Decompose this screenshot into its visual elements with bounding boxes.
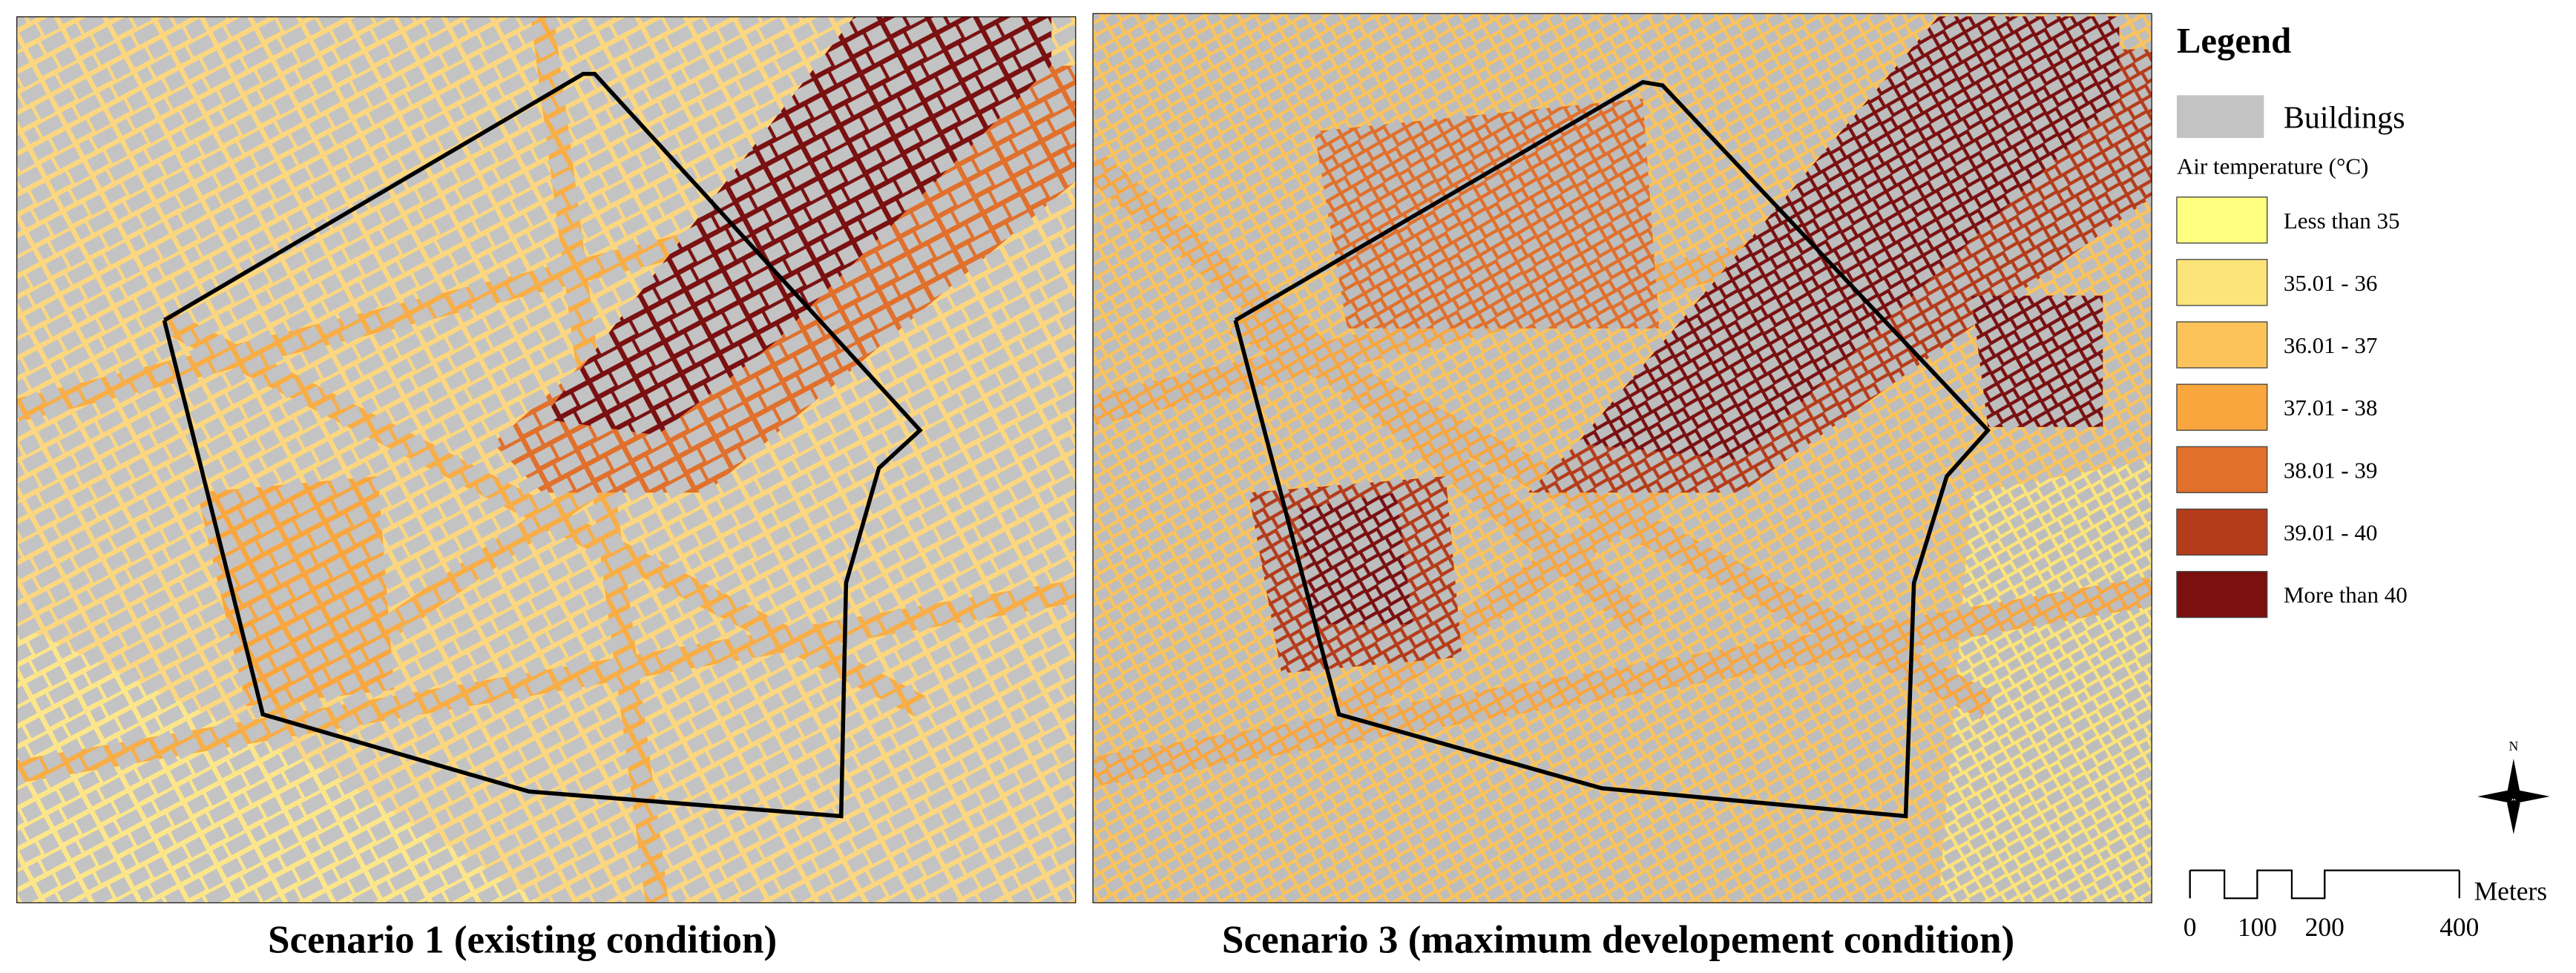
- legend-label: 36.01 - 37: [2284, 332, 2378, 358]
- legend-swatch: [2176, 570, 2268, 619]
- legend-swatch: [2176, 446, 2268, 493]
- legend-swatch: [2176, 508, 2268, 556]
- legend: Legend Buildings Air temperature (°C) Le…: [2176, 21, 2408, 619]
- legend-label: 35.01 - 36: [2284, 270, 2378, 296]
- legend-label: 38.01 - 39: [2284, 457, 2378, 483]
- legend-swatch: [2176, 321, 2268, 369]
- legend-label: More than 40: [2284, 582, 2408, 608]
- scale-label: 400: [2439, 912, 2479, 942]
- legend-label: 37.01 - 38: [2284, 395, 2378, 420]
- map-scenario-3: [1092, 13, 2152, 903]
- legend-swatch: [2176, 95, 2264, 139]
- scale-label: 200: [2305, 912, 2345, 942]
- north-label: N: [2508, 739, 2518, 753]
- scale-label: 0: [2184, 912, 2197, 942]
- scale-label: 100: [2238, 912, 2277, 942]
- legend-subtitle: Air temperature (°C): [2177, 154, 2368, 179]
- panel-caption: Scenario 3 (maximum developement conditi…: [1222, 918, 2014, 961]
- legend-swatch: [2176, 197, 2268, 244]
- legend-swatch: [2176, 259, 2268, 306]
- legend-label: Less than 35: [2284, 208, 2400, 234]
- legend-title: Legend: [2177, 21, 2291, 61]
- north-arrow: N: [2477, 739, 2550, 834]
- scale-unit: Meters: [2474, 876, 2547, 906]
- legend-label: Buildings: [2284, 102, 2405, 136]
- scale-bar: Meters 0 100 200 400: [2184, 869, 2547, 942]
- legend-label: 39.01 - 40: [2284, 520, 2378, 546]
- panel-caption: Scenario 1 (existing condition): [268, 918, 777, 961]
- map-scenario-1: [16, 16, 1077, 903]
- legend-swatch: [2176, 383, 2268, 431]
